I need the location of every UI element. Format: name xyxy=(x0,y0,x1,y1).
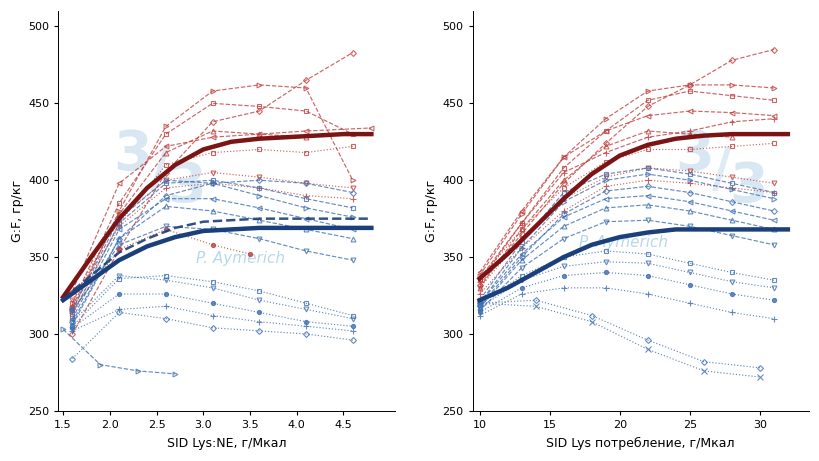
X-axis label: SID Lys потребление, г/Мкал: SID Lys потребление, г/Мкал xyxy=(545,437,734,450)
Text: 3: 3 xyxy=(113,128,152,182)
Text: P. Aymerich: P. Aymerich xyxy=(195,251,284,266)
Y-axis label: G:F, гр/кг: G:F, гр/кг xyxy=(11,180,24,242)
Text: 3: 3 xyxy=(674,128,713,182)
X-axis label: SID Lys:NE, г/Мкал: SID Lys:NE, г/Мкал xyxy=(166,437,286,450)
Text: /: / xyxy=(150,145,169,197)
Y-axis label: G:F, гр/кг: G:F, гр/кг xyxy=(425,180,437,242)
Text: 3: 3 xyxy=(167,160,206,214)
Text: P. Aymerich: P. Aymerich xyxy=(579,236,667,250)
Text: 3: 3 xyxy=(728,160,767,214)
Text: /: / xyxy=(711,145,731,197)
